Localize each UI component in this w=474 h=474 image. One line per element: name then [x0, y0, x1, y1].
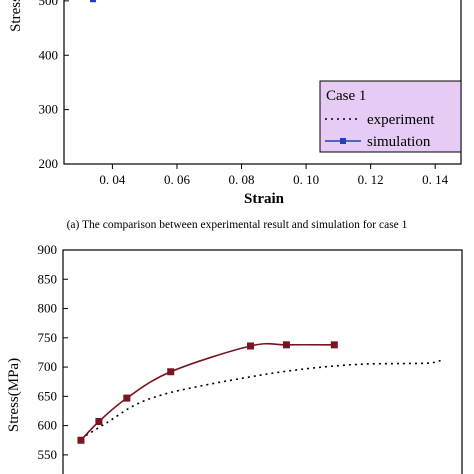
y-tick-label: 850	[38, 271, 58, 286]
x-tick-label: 0. 08	[229, 172, 255, 187]
y-tick-label: 700	[38, 359, 58, 374]
x-axis-ticks: 0. 04 0. 06 0. 08 0. 10 0. 12 0. 14	[99, 164, 449, 187]
x-tick-label: 0. 04	[99, 172, 126, 187]
data-point-simulation	[330, 341, 338, 349]
plot-area-frame	[62, 249, 463, 474]
x-tick-label: 0. 10	[293, 172, 319, 187]
y-axis-title: Stress(MPa)	[6, 358, 22, 432]
x-tick-label: 0. 12	[358, 172, 384, 187]
x-axis-title: Strain	[244, 191, 285, 207]
y-tick-label: 300	[39, 102, 59, 117]
series-line-simulation	[80, 342, 335, 441]
data-point-simulation	[167, 368, 175, 376]
y-axis-ticks: 500550600650700750800850900	[38, 242, 68, 462]
plot-area-frame	[63, 0, 462, 165]
legend-title: Case 1	[326, 88, 366, 104]
data-point-simulation	[77, 436, 85, 444]
series-group	[77, 341, 443, 444]
chart-panel-b: 500550600650700750800850900 Stress(MPa)	[6, 242, 463, 474]
legend-label-experiment: experiment	[367, 112, 435, 128]
y-tick-label: 650	[38, 388, 58, 403]
y-tick-label: 500	[39, 0, 59, 8]
data-point-simulation	[282, 341, 290, 349]
legend-label-simulation: simulation	[367, 134, 431, 150]
data-point-simulation	[123, 394, 131, 402]
x-tick-label: 0. 14	[422, 172, 449, 187]
data-point-simulation	[95, 418, 103, 426]
y-axis-ticks: 200 300 400 500	[39, 0, 69, 171]
y-tick-label: 750	[38, 330, 58, 345]
series-group	[90, 0, 97, 3]
y-tick-label: 550	[38, 447, 58, 462]
legend: Case 1 experiment simulation	[319, 80, 462, 153]
y-tick-label: 200	[39, 156, 59, 171]
legend-marker-simulation	[340, 138, 346, 144]
data-point-simulation	[247, 342, 255, 350]
y-tick-label: 600	[38, 418, 58, 433]
y-tick-label: 900	[38, 242, 58, 257]
y-axis-title: Stress	[8, 0, 24, 32]
x-tick-label: 0. 06	[164, 172, 191, 187]
y-tick-label: 800	[38, 301, 58, 316]
data-point-simulation	[90, 0, 97, 3]
figure-caption: (a) The comparison between experimental …	[67, 219, 408, 231]
series-line-experiment	[80, 359, 443, 440]
y-tick-label: 400	[39, 47, 59, 62]
